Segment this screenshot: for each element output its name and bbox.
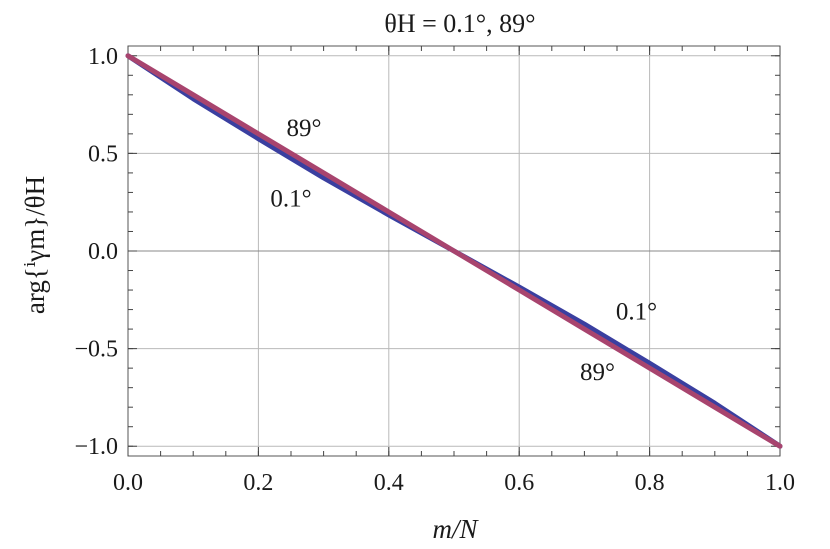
x-tick-label: 0.8 — [635, 470, 665, 496]
y-tick-label: −0.5 — [74, 337, 118, 363]
y-axis-label: arg{ⁱγm}/θH — [20, 176, 50, 314]
x-tick-label: 0.6 — [504, 470, 534, 496]
curve-annotation: 89° — [287, 115, 322, 142]
y-tick-label: 0.5 — [88, 141, 118, 167]
y-tick-label: −1.0 — [74, 434, 118, 460]
x-tick-label: 0.4 — [374, 470, 404, 496]
curve-annotation: 89° — [580, 359, 615, 386]
y-tick-label: 1.0 — [88, 44, 118, 70]
x-axis-label: m/N — [432, 514, 479, 544]
chart-title: θH = 0.1°, 89° — [384, 9, 535, 38]
x-tick-label: 0.0 — [113, 470, 143, 496]
curve-annotation: 0.1° — [616, 299, 657, 326]
series-layer — [125, 53, 783, 449]
y-tick-label: 0.0 — [88, 239, 118, 265]
ticks: 0.0 0.2 0.4 0.6 0.8 1.0 1.0 0.5 0.0 −0.5 −1.0 — [74, 44, 795, 496]
x-tick-label: 0.2 — [243, 470, 273, 496]
grid — [128, 46, 780, 456]
annotations: 89° 0.1° 0.1° 89° — [270, 115, 657, 386]
x-tick-label: 1.0 — [765, 470, 795, 496]
curve-annotation: 0.1° — [270, 185, 311, 212]
series-line-1 — [125, 53, 783, 449]
